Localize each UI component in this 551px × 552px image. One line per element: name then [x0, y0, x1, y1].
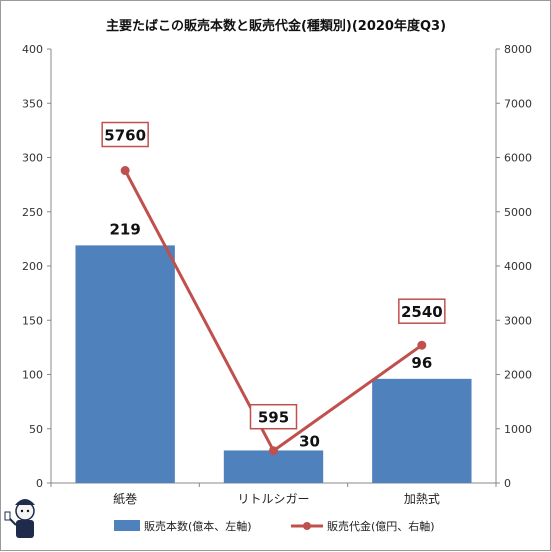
- left-tick-label: 0: [36, 477, 43, 490]
- line-value-callout-box: [101, 121, 149, 148]
- right-tick-label: 5000: [504, 206, 532, 219]
- right-tick-label: 8000: [504, 43, 532, 56]
- bar-value-label: 96: [411, 354, 432, 372]
- left-tick-label: 100: [22, 369, 43, 382]
- right-tick-label: 6000: [504, 152, 532, 165]
- left-tick-label: 300: [22, 152, 43, 165]
- line-point: [269, 446, 278, 456]
- bar-value-label: 30: [299, 432, 320, 450]
- left-tick-label: 350: [22, 97, 43, 110]
- right-tick-label: 1000: [504, 423, 532, 436]
- mascot-logo: [4, 499, 35, 538]
- bar: [223, 450, 324, 483]
- legend-label-line: 販売代金(億円、右軸): [327, 519, 435, 533]
- chart-title: 主要たばこの販売本数と販売代金(種類別)(2020年度Q3): [106, 18, 446, 34]
- line-value-label: 5760: [104, 127, 146, 145]
- bar: [372, 378, 472, 483]
- right-tick-label: 4000: [504, 260, 532, 273]
- right-tick-label: 0: [504, 477, 511, 490]
- left-tick-label: 150: [22, 314, 43, 327]
- left-tick-label: 200: [22, 260, 43, 273]
- line-value-callout-box: [249, 403, 298, 430]
- left-tick-label: 400: [22, 43, 43, 56]
- bar-value-label: 219: [110, 220, 141, 238]
- legend: 販売本数(億本、左軸) 販売代金(億円、右軸): [114, 519, 435, 533]
- mascot-cap: [15, 499, 35, 505]
- category-label: 紙巻: [113, 491, 137, 506]
- line-point: [120, 166, 130, 176]
- legend-swatch-bar: [114, 520, 140, 531]
- bar: [75, 245, 175, 483]
- left-tick-label: 50: [29, 423, 43, 436]
- mascot-eye: [26, 509, 30, 513]
- line-value-label: 2540: [401, 303, 443, 321]
- category-label: リトルシガー: [237, 492, 309, 506]
- legend-swatch-marker: [303, 522, 311, 530]
- category-label: 加熱式: [404, 492, 440, 506]
- mascot-eye: [20, 509, 24, 513]
- right-tick-label: 3000: [504, 314, 532, 327]
- line-value-callout-box: [398, 298, 446, 324]
- right-tick-label: 2000: [504, 369, 532, 382]
- plot-area: 0501001502002503003504000100020003000400…: [22, 43, 532, 506]
- right-tick-label: 7000: [504, 97, 532, 110]
- left-tick-label: 250: [22, 206, 43, 219]
- mascot-card: [4, 511, 11, 521]
- mascot-body: [16, 520, 34, 538]
- line-point: [417, 340, 427, 350]
- legend-label-bar: 販売本数(億本、左軸): [144, 519, 252, 533]
- line-value-label: 595: [258, 409, 289, 427]
